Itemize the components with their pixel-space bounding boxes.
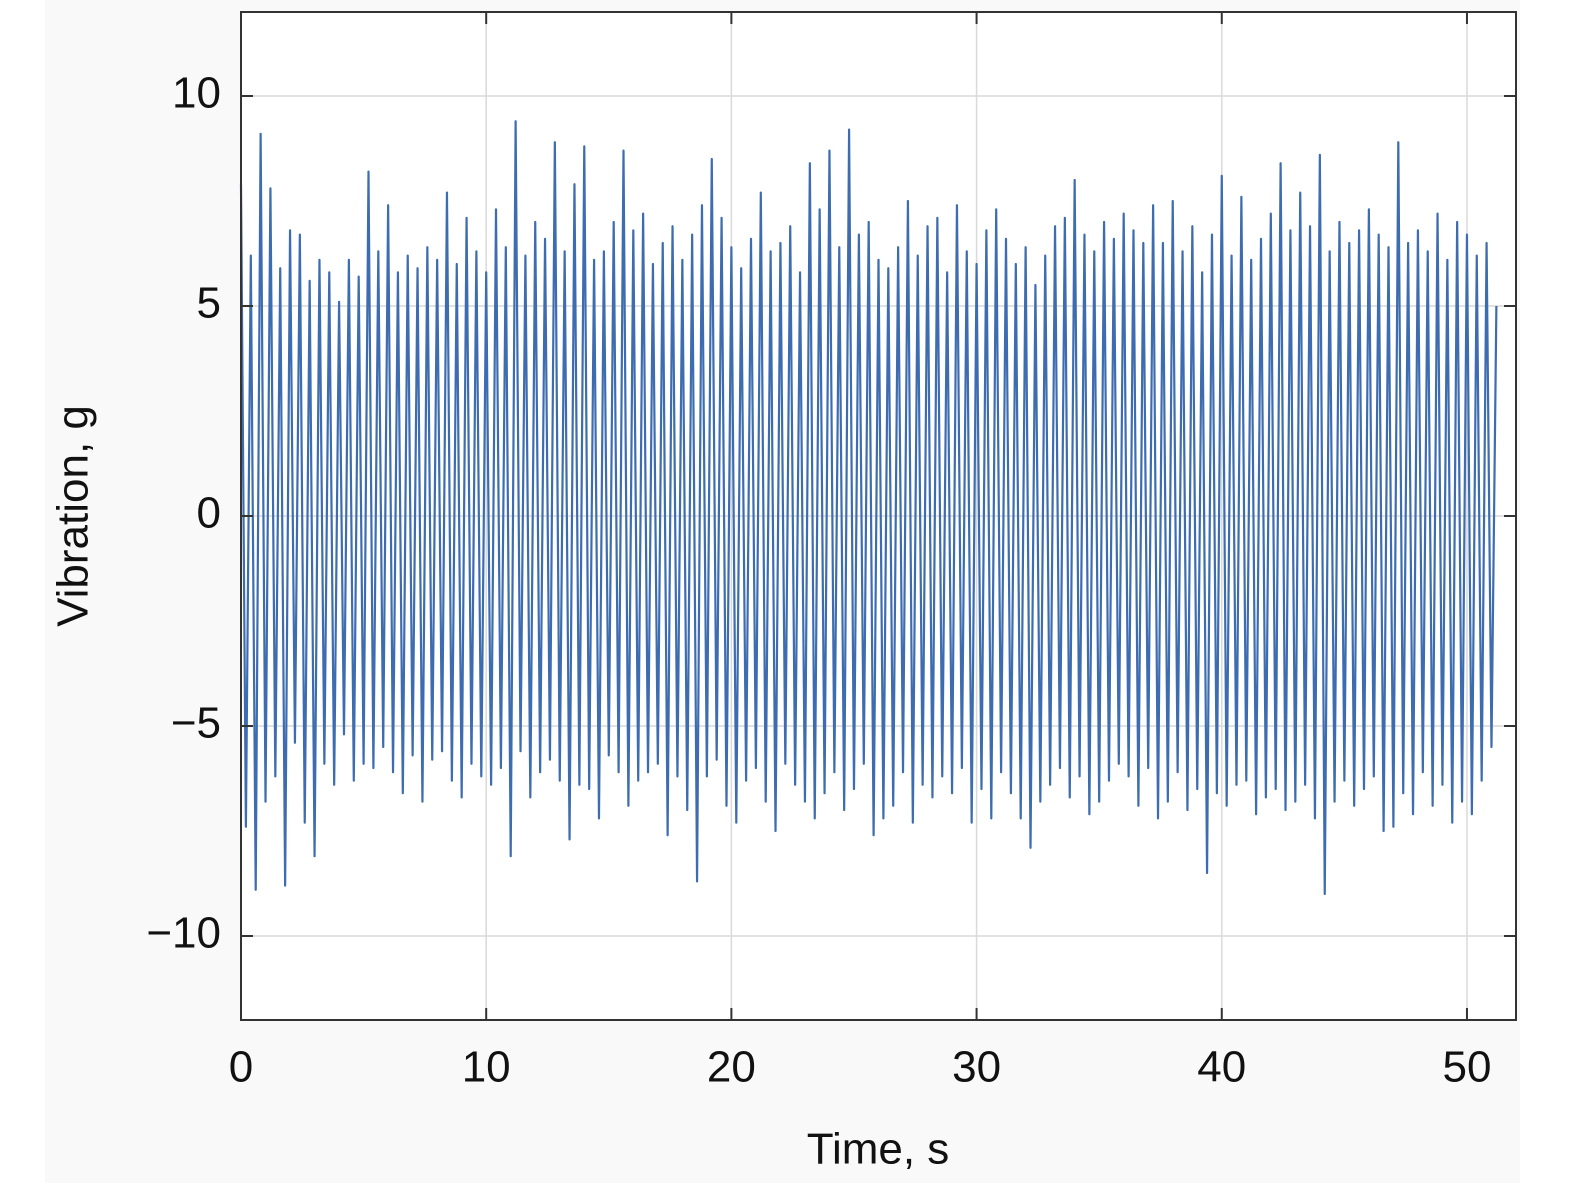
y-tick-label: 10 (172, 69, 221, 118)
x-tick-label: 30 (952, 1043, 1001, 1092)
marks (239, 120, 1498, 896)
x-tick-label: 50 (1442, 1043, 1491, 1092)
x-tick-label: 10 (462, 1043, 511, 1092)
ticks: 0 10 20 30 40 50 −10 −5 0 5 10 (146, 12, 1516, 1092)
y-tick-label: −10 (146, 909, 221, 958)
y-axis-label: Vibration, g (49, 405, 98, 627)
y-tick-label: 0 (197, 489, 221, 538)
x-tick-label: 40 (1197, 1043, 1246, 1092)
signal-line (239, 120, 1498, 896)
x-tick-label: 0 (229, 1043, 253, 1092)
x-axis-label: Time, s (807, 1125, 950, 1174)
y-tick-label: −5 (171, 699, 221, 748)
x-tick-label: 20 (707, 1043, 756, 1092)
y-tick-label: 5 (197, 279, 221, 328)
